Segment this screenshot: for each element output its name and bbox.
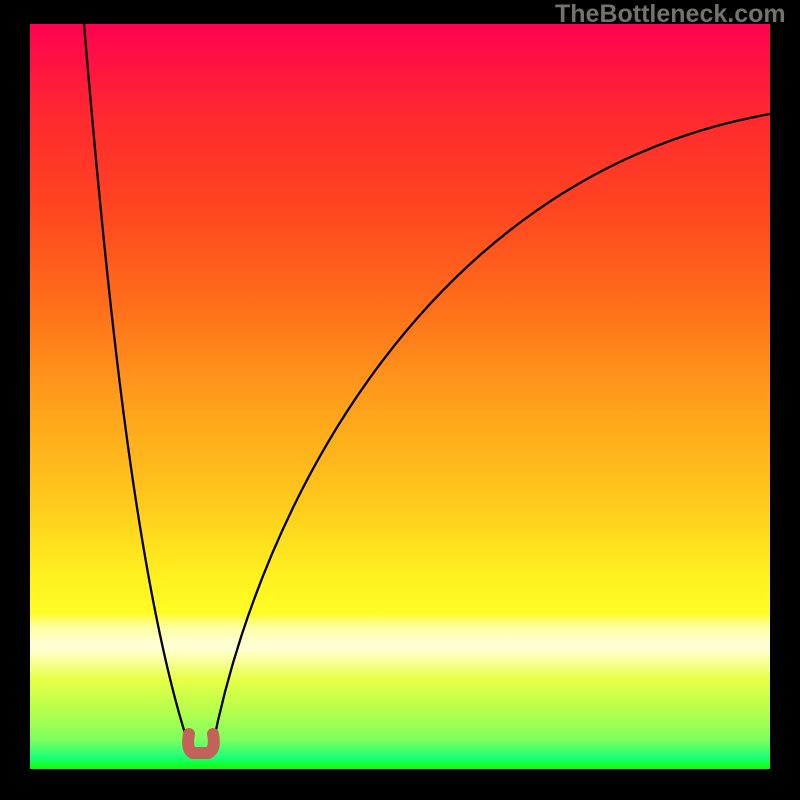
chart-background	[30, 24, 770, 769]
figure-frame: TheBottleneck.com	[0, 0, 800, 800]
watermark-text: TheBottleneck.com	[555, 0, 786, 29]
bottleneck-chart	[30, 24, 770, 769]
